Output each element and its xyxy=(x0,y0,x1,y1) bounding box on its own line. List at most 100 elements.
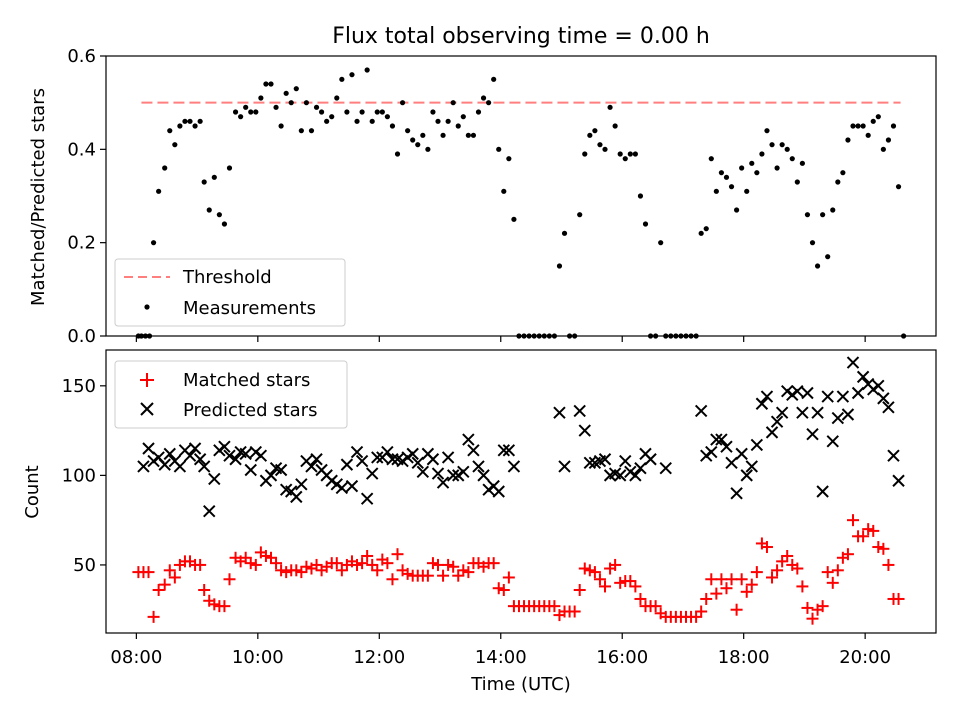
matched-star-point xyxy=(442,558,455,571)
matched-star-point xyxy=(264,551,277,564)
predicted-star-point xyxy=(467,444,480,457)
measurement-point xyxy=(278,123,284,129)
predicted-star-point xyxy=(193,453,207,466)
measurement-point xyxy=(450,100,456,106)
measurement-point xyxy=(410,137,416,143)
predicted-star-point xyxy=(472,460,485,473)
predicted-star-point xyxy=(715,433,728,446)
measurement-point xyxy=(232,109,239,115)
measurement-point xyxy=(339,76,345,82)
measurement-point xyxy=(895,184,902,190)
predicted-star-point xyxy=(841,408,855,421)
measurement-point xyxy=(162,165,168,171)
matched-star-point xyxy=(244,557,257,570)
matched-star-point xyxy=(624,575,637,588)
measurement-point xyxy=(870,118,876,124)
measurement-point xyxy=(460,114,466,120)
measurement-point xyxy=(354,118,360,124)
measurement-point xyxy=(637,193,644,199)
predicted-star-point xyxy=(730,487,743,500)
matched-star-point xyxy=(862,523,875,536)
predicted-star-point xyxy=(892,474,905,487)
predicted-star-point xyxy=(801,386,814,400)
matched-star-point xyxy=(629,580,642,593)
predicted-star-point xyxy=(694,404,708,418)
measurement-point xyxy=(430,109,436,115)
measurement-point xyxy=(253,109,259,115)
bottom-y-tick-label: 50 xyxy=(73,555,96,576)
threshold-legend-label: Threshold xyxy=(182,267,272,288)
predicted-star-point xyxy=(583,456,597,470)
measurement-point xyxy=(465,132,471,138)
matched-star-point xyxy=(614,576,627,589)
measurement-point xyxy=(602,146,608,152)
matched-star-point xyxy=(573,584,586,597)
predicted-star-point xyxy=(295,478,308,491)
measurement-point xyxy=(182,118,188,124)
measurement-point xyxy=(293,86,299,92)
measurement-point xyxy=(415,142,421,148)
matched-star-point xyxy=(766,571,779,584)
predicted-star-point xyxy=(720,440,733,453)
predicted-star-point xyxy=(578,424,591,437)
measurement-point xyxy=(206,207,212,213)
predicted-star-point xyxy=(411,456,424,470)
measurement-point xyxy=(582,151,588,157)
predicted-star-point xyxy=(436,476,450,489)
matched-star-point xyxy=(892,592,905,605)
measurement-point xyxy=(759,151,765,157)
top-y-tick-label: 0.4 xyxy=(67,139,96,160)
measurement-point xyxy=(263,81,269,87)
predicted-star-point xyxy=(598,453,612,466)
matched-star-point xyxy=(821,566,834,579)
matched-star-point xyxy=(725,573,738,586)
predicted-star-point xyxy=(826,435,839,448)
predicted-star-point xyxy=(775,406,789,419)
predicted-star-point xyxy=(710,433,723,446)
matched-star-point xyxy=(609,558,622,571)
predicted-star-point xyxy=(173,460,187,473)
measurement-point xyxy=(825,254,831,260)
matched-star-point xyxy=(806,612,819,625)
measurement-point xyxy=(733,207,740,213)
measurement-point xyxy=(713,188,719,194)
predicted-star-point xyxy=(158,458,171,471)
top-y-tick-label: 0.0 xyxy=(67,326,96,347)
predicted-star-point xyxy=(770,415,784,428)
measurement-point xyxy=(399,100,406,106)
measurement-point xyxy=(308,128,315,134)
measurement-point xyxy=(349,72,355,78)
matched-star-point xyxy=(796,580,809,593)
measurement-point xyxy=(784,146,790,152)
matched-star-point xyxy=(194,558,207,571)
matched-star-point xyxy=(270,557,283,570)
matched-star-point xyxy=(700,592,713,605)
predicted-star-point xyxy=(760,390,774,403)
measurement-point xyxy=(577,212,583,218)
measurement-point xyxy=(860,123,866,129)
predicted-star-point xyxy=(735,447,748,461)
matched-star-point xyxy=(158,578,171,591)
matched-star-point xyxy=(750,566,763,579)
measurement-point xyxy=(283,90,289,96)
measurement-point xyxy=(273,104,279,110)
measurement-point xyxy=(703,226,709,232)
predicted-star-point xyxy=(725,456,738,470)
predicted-star-point xyxy=(477,469,490,482)
predicted-star-point xyxy=(457,465,470,479)
top-x-ticks xyxy=(135,336,866,342)
measurement-point xyxy=(698,230,704,236)
measurement-point xyxy=(486,100,492,106)
predicted-star-point xyxy=(806,427,819,441)
matched-star-point xyxy=(295,566,308,579)
predicted-star-point xyxy=(851,386,865,400)
measurement-point xyxy=(288,100,294,106)
measurement-point xyxy=(197,118,203,124)
measurement-point xyxy=(303,100,310,106)
predicted-star-point xyxy=(416,465,430,479)
measurement-point xyxy=(359,109,365,115)
measurement-point xyxy=(156,188,162,194)
matched-star-point xyxy=(593,573,606,586)
measurement-point xyxy=(496,146,502,152)
measurement-point xyxy=(723,174,730,180)
